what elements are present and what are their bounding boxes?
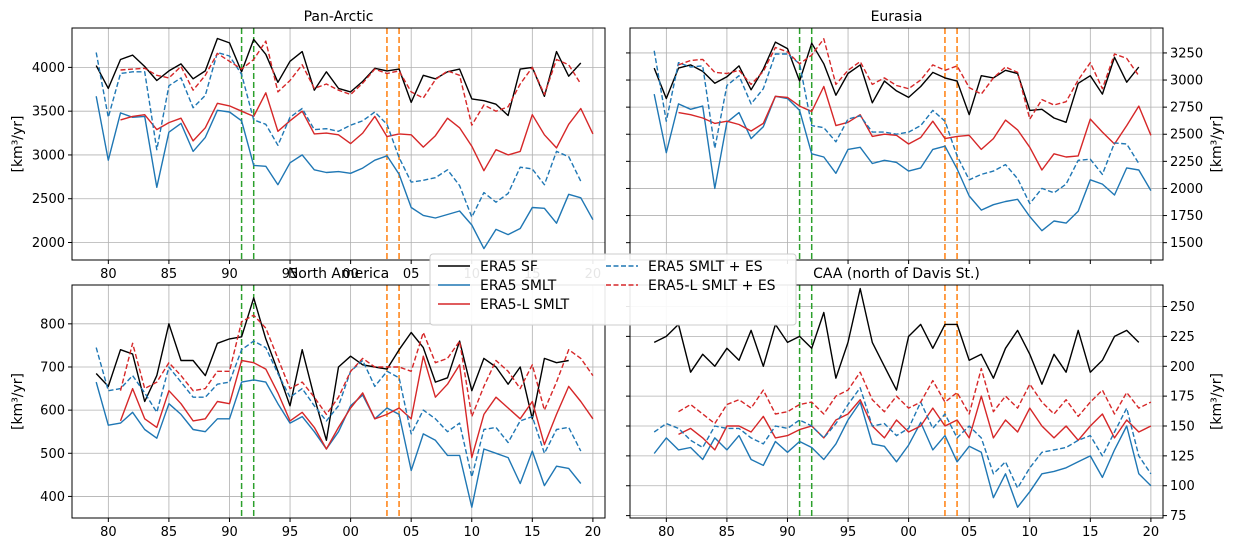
y-tick-label: 800 — [40, 317, 65, 332]
y-tick-label: 75 — [1170, 509, 1187, 524]
y-tick-label: 2500 — [1170, 128, 1203, 143]
y-axis-label: [km³/yr] — [1209, 115, 1225, 172]
y-tick-label: 1750 — [1170, 209, 1203, 224]
y-tick-label: 4000 — [32, 61, 65, 76]
series-line-era5-smlt-es — [95, 51, 582, 218]
y-tick-label: 200 — [1170, 360, 1195, 375]
series-line-era5-l-smlt — [120, 92, 594, 172]
series-line-era5-l-smlt-es — [678, 38, 1140, 120]
x-tick-label: 05 — [961, 525, 978, 540]
y-tick-label: 3500 — [32, 105, 65, 120]
y-tick-label: 2250 — [1170, 155, 1203, 170]
series-line-era5-smlt — [95, 379, 582, 508]
legend-label: ERA5-L SMLT + ES — [648, 278, 776, 294]
series-line-era5-l-smlt-es — [119, 314, 594, 418]
x-tick-label: 95 — [282, 525, 299, 540]
x-tick-label: 00 — [342, 525, 359, 540]
x-tick-label: 10 — [1021, 525, 1038, 540]
x-tick-label: 05 — [403, 267, 420, 282]
series-line-era5-smlt — [653, 93, 1152, 232]
panel-title: Pan-Arctic — [304, 9, 374, 25]
axes-frame — [71, 27, 606, 261]
series-line-era5-sf — [653, 287, 1140, 391]
y-tick-label: 2000 — [1170, 182, 1203, 197]
x-tick-label: 85 — [719, 525, 736, 540]
y-tick-label: 600 — [40, 404, 65, 419]
x-tick-label: 20 — [1143, 525, 1160, 540]
series-line-era5-l-smlt — [678, 85, 1152, 171]
y-tick-label: 2750 — [1170, 101, 1203, 116]
y-tick-label: 175 — [1170, 390, 1195, 405]
series-line-era5-l-smlt — [678, 395, 1152, 451]
x-tick-label: 20 — [585, 525, 602, 540]
y-tick-label: 3000 — [32, 148, 65, 163]
y-tick-label: 150 — [1170, 419, 1195, 434]
y-axis-label: [km³/yr] — [1209, 373, 1225, 430]
axes-frame — [629, 284, 1164, 519]
series-line-era5-l-smlt — [119, 355, 594, 459]
y-tick-label: 250 — [1170, 300, 1195, 315]
x-tick-label: 90 — [221, 267, 238, 282]
x-tick-label: 00 — [900, 525, 917, 540]
y-tick-label: 1500 — [1170, 236, 1203, 251]
x-tick-label: 15 — [524, 525, 541, 540]
y-tick-label: 700 — [40, 360, 65, 375]
series-line-era5-sf — [95, 297, 569, 441]
panel-title: Eurasia — [871, 9, 923, 25]
x-tick-label: 95 — [282, 267, 299, 282]
axes-frame — [629, 27, 1164, 261]
y-tick-label: 500 — [40, 447, 65, 462]
legend-box — [429, 253, 797, 326]
y-tick-label: 3250 — [1170, 46, 1203, 61]
y-tick-label: 3000 — [1170, 74, 1203, 89]
series-line-era5-l-smlt-es — [120, 40, 582, 126]
y-tick-label: 2000 — [32, 236, 65, 251]
x-tick-label: 90 — [221, 525, 238, 540]
legend-label: ERA5 SF — [480, 259, 538, 275]
y-tick-label: 125 — [1170, 449, 1195, 464]
panel-2: 1500 1750 2000 2250 2500 2750 3000 3250 Eurasia [… — [626, 9, 1225, 264]
x-tick-label: 10 — [463, 525, 480, 540]
x-tick-label: 80 — [100, 267, 117, 282]
x-tick-label: 00 — [342, 267, 359, 282]
panel-title: North America — [288, 266, 389, 282]
x-tick-label: 80 — [658, 525, 675, 540]
legend-label: ERA5-L SMLT — [480, 297, 570, 313]
axes-frame — [71, 284, 606, 519]
series-line-era5-smlt-es — [95, 340, 582, 478]
series-line-era5-smlt — [653, 401, 1152, 508]
x-tick-label: 90 — [779, 525, 796, 540]
y-axis-label: [km³/yr] — [10, 373, 26, 430]
series-line-era5-sf — [653, 41, 1140, 124]
y-tick-label: 400 — [40, 490, 65, 505]
legend-label: ERA5 SMLT + ES — [648, 259, 763, 275]
series-line-era5-smlt-es — [653, 50, 1140, 205]
panel-3: 80 85 90 95 00 05 10 15 20 400 500 600 700 800 North A… — [10, 266, 606, 540]
y-tick-label: 2500 — [32, 192, 65, 207]
x-tick-label: 85 — [161, 525, 178, 540]
legend-label: ERA5 SMLT — [480, 278, 557, 294]
x-tick-label: 80 — [100, 525, 117, 540]
x-tick-label: 95 — [840, 525, 857, 540]
y-tick-label: 100 — [1170, 479, 1195, 494]
x-tick-label: 15 — [1082, 525, 1099, 540]
y-tick-label: 225 — [1170, 330, 1195, 345]
x-tick-label: 05 — [403, 525, 420, 540]
series-line-era5-sf — [95, 37, 582, 117]
x-tick-label: 85 — [161, 267, 178, 282]
legend: ERA5 SF ERA5 SMLT ERA5-L SMLT ERA5 SMLT + E… — [429, 253, 797, 326]
series-line-era5-l-smlt-es — [678, 367, 1152, 425]
panel-title: CAA (north of Davis St.) — [813, 266, 980, 282]
series-line-era5-smlt-es — [653, 387, 1152, 489]
panel-1: 80859095000510152020002500300035004000Pa… — [10, 9, 606, 282]
series-line-era5-smlt — [95, 96, 594, 250]
y-axis-label: [km³/yr] — [10, 115, 26, 172]
panel-4: 80 85 90 95 00 05 10 15 20 75 100 125 150 175 200 225 25… — [626, 266, 1225, 540]
